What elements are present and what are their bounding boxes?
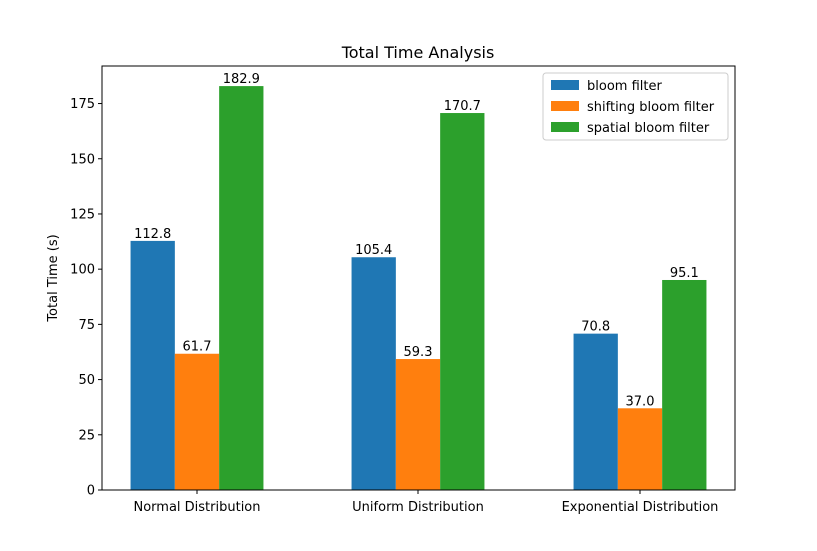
y-tick-label: 175 bbox=[70, 97, 95, 112]
data-label: 70.8 bbox=[581, 320, 610, 335]
data-label: 59.3 bbox=[404, 345, 433, 360]
bar bbox=[174, 353, 220, 490]
legend-label: shifting bloom filter bbox=[587, 100, 715, 115]
x-tick-label: Exponential Distribution bbox=[562, 500, 719, 515]
y-tick-label: 25 bbox=[78, 428, 95, 443]
y-axis: 0 25 50 75 100 125 150 175 bbox=[70, 97, 102, 499]
x-tick-label: Uniform Distribution bbox=[352, 500, 484, 515]
bar bbox=[617, 408, 663, 490]
legend-swatch bbox=[551, 80, 579, 90]
x-axis: Normal Distribution Uniform Distribution E… bbox=[133, 490, 718, 515]
bar bbox=[573, 333, 618, 490]
data-label: 112.8 bbox=[134, 227, 171, 242]
legend-label: bloom filter bbox=[587, 79, 662, 94]
y-axis-label: Total Time (s) bbox=[46, 234, 61, 322]
bar bbox=[130, 240, 175, 490]
bar bbox=[351, 257, 396, 490]
y-tick-label: 0 bbox=[87, 484, 95, 499]
data-label: 61.7 bbox=[183, 340, 212, 355]
legend-swatch bbox=[551, 101, 579, 111]
bar bbox=[662, 279, 707, 490]
y-tick-label: 150 bbox=[70, 152, 95, 167]
y-tick-label: 50 bbox=[78, 373, 95, 388]
data-label: 105.4 bbox=[355, 243, 392, 258]
y-tick-label: 100 bbox=[70, 263, 95, 278]
data-label: 182.9 bbox=[223, 72, 260, 87]
bar bbox=[395, 359, 441, 490]
chart-title: Total Time Analysis bbox=[341, 43, 495, 62]
legend-swatch bbox=[551, 122, 579, 132]
bars-group bbox=[130, 86, 707, 491]
plot-frame bbox=[101, 65, 736, 491]
legend-label: spatial bloom filter bbox=[587, 121, 710, 136]
legend-box bbox=[542, 72, 729, 141]
data-label: 37.0 bbox=[626, 394, 655, 409]
x-tick-label: Normal Distribution bbox=[133, 500, 260, 515]
bar bbox=[219, 86, 264, 491]
legend: bloom filter shifting bloom filter spatial… bbox=[542, 72, 729, 141]
y-tick-label: 75 bbox=[78, 318, 95, 333]
data-labels-group: 112.8 61.7 182.9 105.4 59.3 170.7 70.8 37.0 95.1 bbox=[134, 72, 699, 409]
bar bbox=[440, 113, 485, 490]
data-label: 95.1 bbox=[670, 266, 699, 281]
y-tick-label: 125 bbox=[70, 207, 95, 222]
data-label: 170.7 bbox=[444, 99, 481, 114]
